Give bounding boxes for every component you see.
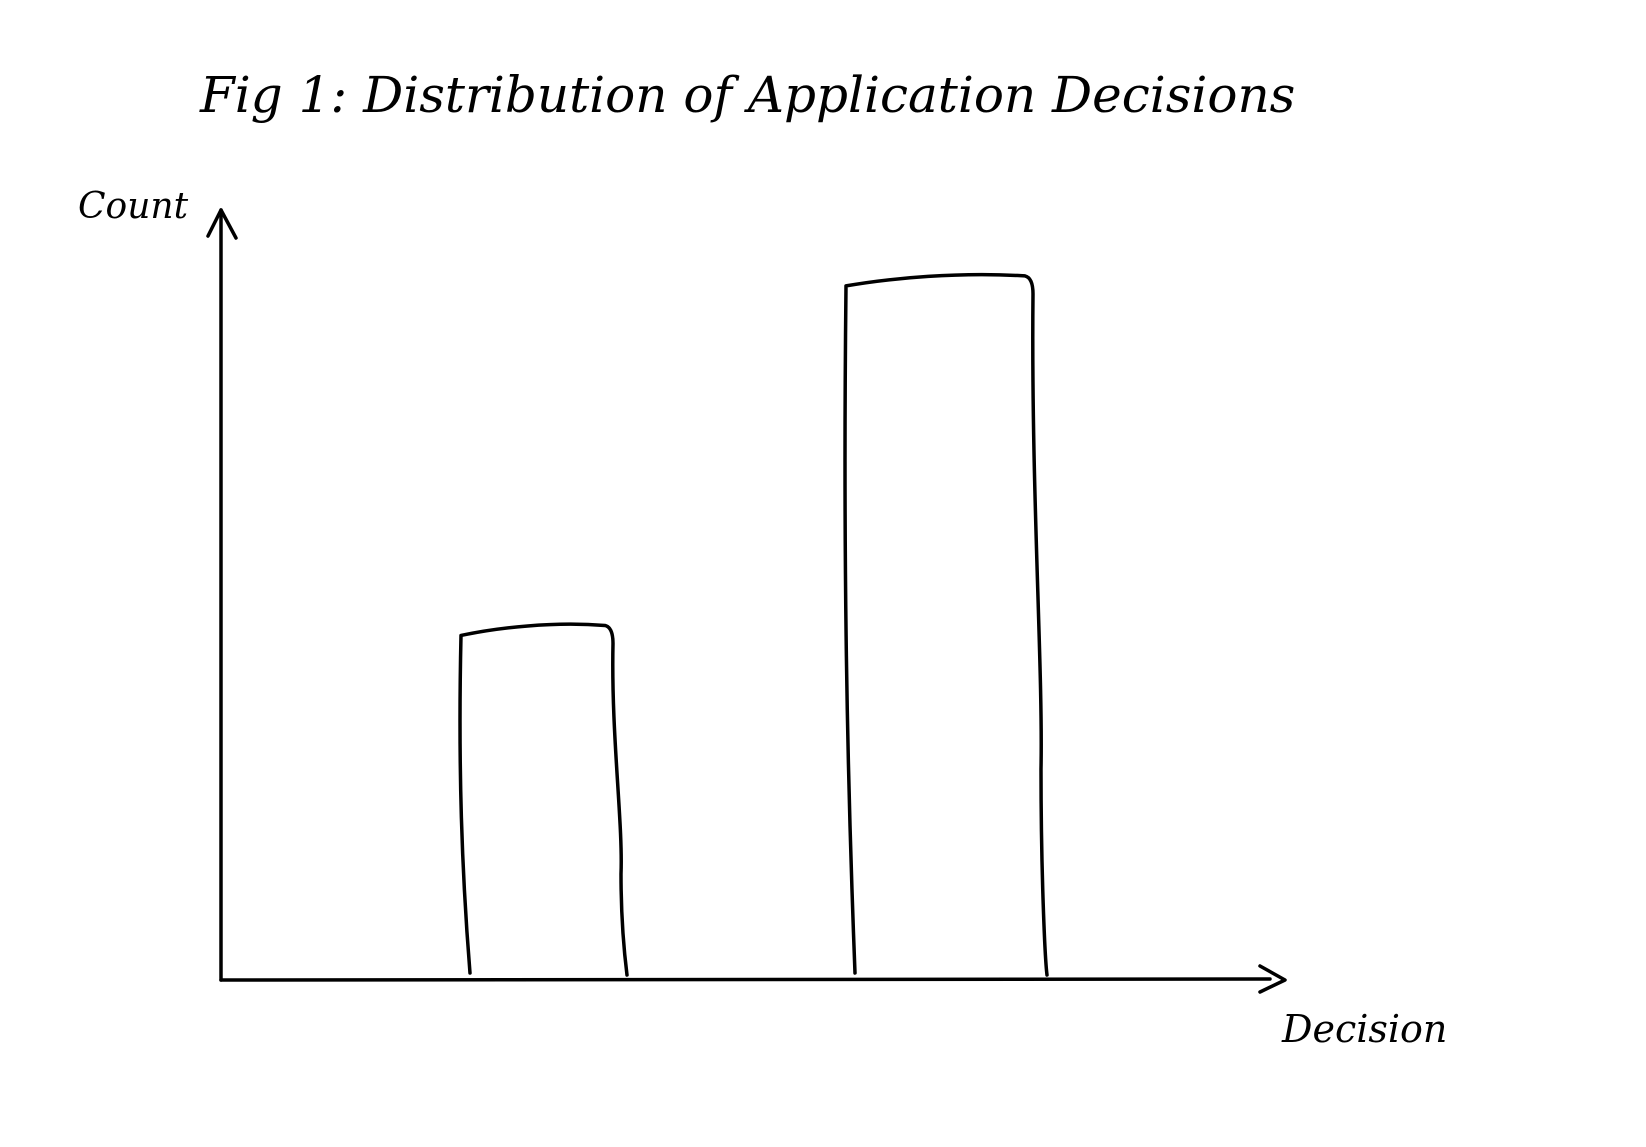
- bar-1: [458, 622, 629, 977]
- chart-title: Fig 1: Distribution of Application Decis…: [199, 66, 1295, 124]
- bar-2: [843, 272, 1049, 977]
- bars-group: [458, 272, 1049, 977]
- y-axis-label: Count: [78, 186, 189, 227]
- x-axis-line: [219, 977, 1272, 982]
- x-axis-label: Decision: [1281, 1007, 1447, 1051]
- y-axis-arrowhead: [206, 208, 238, 240]
- x-axis-arrowhead: [1258, 964, 1287, 994]
